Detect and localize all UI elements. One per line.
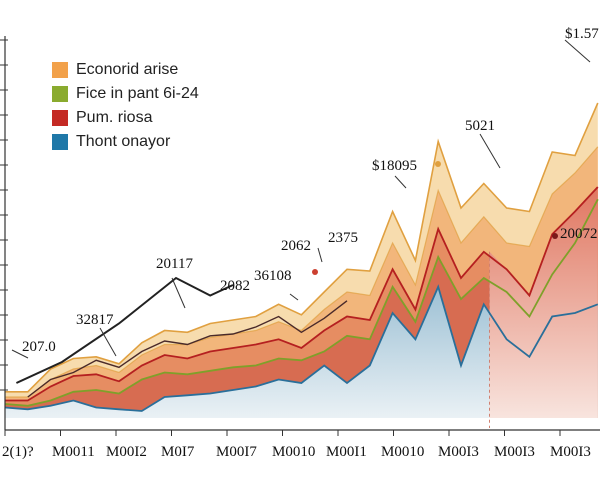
annotation-dot <box>552 233 558 239</box>
series-line-outer <box>5 102 599 393</box>
annotation-leader <box>289 293 299 301</box>
annotation-leader <box>394 175 407 189</box>
series-line-fice-in-pant <box>4 198 599 407</box>
legend-item-thont-onayor: Thont onayor <box>52 130 199 154</box>
x-tick-label: 2(1)? <box>2 444 34 460</box>
series-line-econorid-arise <box>5 146 599 398</box>
annotation-leader <box>99 327 117 357</box>
annotation-label: $18095 <box>372 158 417 174</box>
annotation-label: 36108 <box>254 268 292 284</box>
legend-label: Pum. riosa <box>76 109 153 126</box>
black-trend-line <box>15 276 234 384</box>
legend-swatch-green <box>52 86 68 102</box>
legend-item-fice-in-pant: Fice in pant 6i-24 <box>52 82 199 106</box>
annotation-leader <box>11 349 29 359</box>
annotation-label: 20072 <box>560 226 598 242</box>
legend-swatch-orange <box>52 62 68 78</box>
x-tick-label: M00I3 <box>494 444 535 460</box>
forecast-area <box>489 187 598 418</box>
annotation-dot <box>435 161 441 167</box>
x-tick-label: M0010 <box>381 444 425 460</box>
x-tick-label: M0011 <box>52 444 95 460</box>
annotation-label: 5021 <box>465 118 495 134</box>
legend-label: Thont onayor <box>76 133 171 150</box>
axes <box>0 36 600 436</box>
legend-swatch-blue <box>52 134 68 150</box>
series-line-thont-onayor <box>4 284 599 412</box>
legend-item-pum-riosa: Pum. riosa <box>52 106 199 130</box>
annotation-label: 32817 <box>76 312 114 328</box>
legend-label: Econorid arise <box>76 61 179 78</box>
x-tick-label: M00I7 <box>216 444 257 460</box>
legend-label: Fice in pant 6i-24 <box>76 85 199 102</box>
x-tick-label: M00I1 <box>326 444 367 460</box>
legend-swatch-red <box>52 110 68 126</box>
area-blue <box>5 286 598 418</box>
x-tick-label: M00I3 <box>438 444 479 460</box>
x-tick-label: M00I3 <box>550 444 591 460</box>
annotation-label: 20117 <box>156 256 193 272</box>
annotation-leader <box>171 277 186 309</box>
annotation-label: 2082 <box>220 278 250 294</box>
series-lines <box>4 102 599 412</box>
legend-item-econorid-arise: Econorid arise <box>52 58 199 82</box>
annotation-markers <box>11 39 591 359</box>
legend: Econorid arise Fice in pant 6i-24 Pum. r… <box>52 58 199 154</box>
annotation-leader <box>317 247 323 263</box>
annotation-label: $1.57 <box>565 26 599 42</box>
dark-overlay-line <box>27 300 348 398</box>
annotation-leader <box>564 39 591 63</box>
x-tick-label: M0I7 <box>161 444 195 460</box>
annotation-leader <box>479 133 501 169</box>
series-line-pum-riosa <box>5 186 599 402</box>
x-tick-label: M0010 <box>272 444 316 460</box>
annotation-label: 2062 <box>281 238 311 254</box>
x-tick-label: M00I2 <box>106 444 147 460</box>
annotation-label: 2375 <box>328 230 358 246</box>
annotation-label: 207.0 <box>22 339 56 355</box>
annotation-dot <box>312 269 318 275</box>
